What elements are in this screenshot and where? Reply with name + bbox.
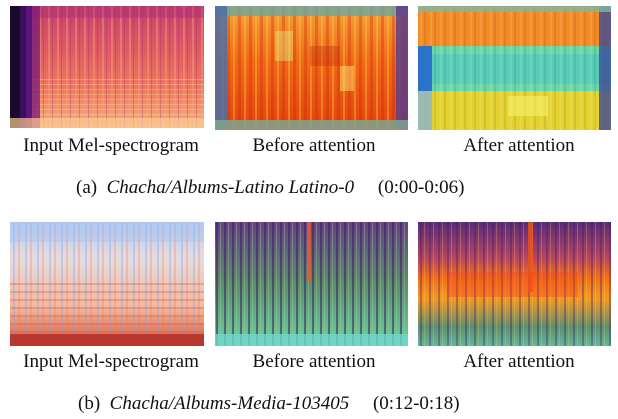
row-b-caption: (b) Chacha/Albums-Media-103405 (0:12-0:1… <box>78 393 460 415</box>
row-b-caption-letter: (b) <box>78 393 101 414</box>
row-b-after-label: After attention <box>463 351 575 372</box>
row-b-input-melspectrogram-image <box>10 222 204 346</box>
row-b-caption-range: (0:12-0:18) <box>372 393 460 414</box>
row-a-input-melspectrogram-image <box>10 6 204 128</box>
row-a-input-label: Input Mel-spectrogram <box>23 135 199 156</box>
row-a-caption-range: (0:00-0:06) <box>377 177 465 198</box>
row-a-caption-letter: (a) <box>76 177 98 198</box>
row-b-input-label: Input Mel-spectrogram <box>23 351 199 372</box>
row-b-caption-title: Chacha/Albums-Media-103405 <box>109 393 350 414</box>
row-a-after-attention-heatmap <box>418 6 611 130</box>
row-b-before-attention-heatmap <box>215 222 408 346</box>
row-a-before-attention-heatmap <box>215 6 408 130</box>
row-a-caption-title: Chacha/Albums-Latino Latino-0 <box>106 177 355 198</box>
row-a-before-label: Before attention <box>252 135 376 156</box>
row-b-before-label: Before attention <box>252 351 376 372</box>
row-b-after-attention-heatmap <box>418 222 611 346</box>
row-a-caption: (a) Chacha/Albums-Latino Latino-0 (0:00-… <box>76 177 464 199</box>
row-a-after-label: After attention <box>463 135 575 156</box>
